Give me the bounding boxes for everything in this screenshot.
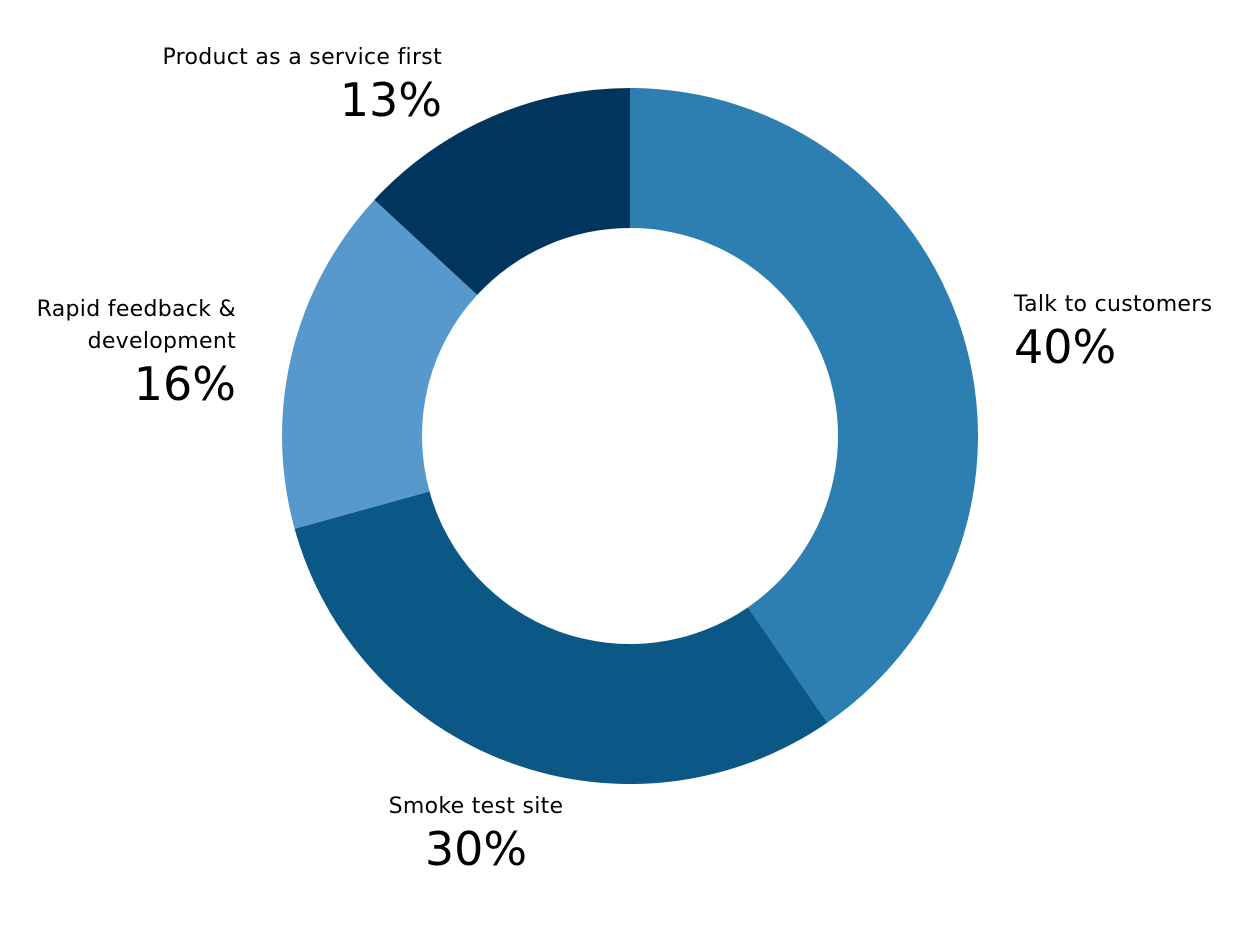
category-label: Smoke test site xyxy=(388,794,564,819)
slice-label-rapid-feedback-development: Rapid feedback & development 16% xyxy=(37,294,236,410)
value-label: 13% xyxy=(339,73,442,127)
donut-slice-rapid-feedback-development xyxy=(281,199,478,529)
slice-label-smoke-test-site: Smoke test site 30% xyxy=(356,791,596,875)
slice-label-talk-to-customers: Talk to customers 40% xyxy=(1014,289,1212,373)
value-label: 16% xyxy=(133,357,236,411)
value-label: 40% xyxy=(1014,320,1117,374)
donut-slice-smoke-test-site xyxy=(294,491,828,785)
donut-slice-talk-to-customers xyxy=(630,88,979,723)
category-label: Rapid feedback & development xyxy=(36,297,236,354)
value-label: 30% xyxy=(424,822,528,876)
category-label: Talk to customers xyxy=(1014,292,1213,317)
slice-label-product-as-a-service-first: Product as a service first 13% xyxy=(162,42,442,126)
donut-slice-product-as-a-service-first xyxy=(374,88,630,295)
category-label: Product as a service first xyxy=(162,45,442,70)
